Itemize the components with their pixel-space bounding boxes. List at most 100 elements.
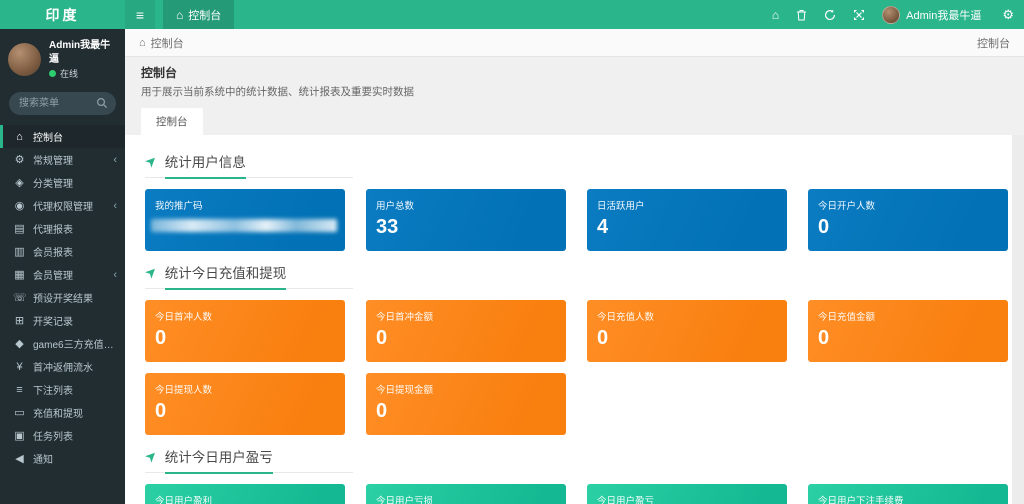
sidebar-item-label: 控制台 xyxy=(33,133,63,144)
member-report-icon: ▥ xyxy=(14,246,25,258)
sidebar-item[interactable]: ▤ 代理报表 xyxy=(0,217,125,240)
section-header: ➤ 统计用户信息 xyxy=(141,151,353,179)
online-dot-icon xyxy=(49,70,56,77)
topbar-user-name: Admin我最牛逼 xyxy=(906,9,982,22)
cards-row: 今日首冲人数 0 今日首冲金额 0 今日充值人数 0 今日充值金额 0 xyxy=(145,300,1012,362)
cogs-icon: ⚙ xyxy=(14,154,25,166)
fullscreen-icon[interactable] xyxy=(853,9,865,21)
cards-row: 今日提现人数 0 今日提现金额 0 xyxy=(145,373,1012,435)
stat-card: 用户总数 33 xyxy=(366,189,566,251)
stat-card: 今日首冲金额 0 xyxy=(366,300,566,362)
rocket-icon: ➤ xyxy=(141,151,161,171)
sidebar-item[interactable]: ⚙ 常规管理 ‹ xyxy=(0,148,125,171)
stat-label: 今日首冲人数 xyxy=(155,312,213,323)
stat-value: 33 xyxy=(376,216,399,238)
page-title: 控制台 xyxy=(141,66,178,80)
sidebar-item-label: 代理权限管理 xyxy=(33,202,93,213)
home-button[interactable]: ⌂ xyxy=(771,7,780,22)
stat-label: 今日提现人数 xyxy=(155,385,213,396)
stat-card: 今日提现人数 0 xyxy=(145,373,345,435)
sidebar-item-label: game6三方充值订单 xyxy=(33,340,117,351)
sidebar-item[interactable]: ◉ 代理权限管理 ‹ xyxy=(0,194,125,217)
hamburger-icon: ≡ xyxy=(135,6,145,23)
topbar-tab-dashboard[interactable]: ⌂ 控制台 xyxy=(163,0,235,29)
sidebar-item-label: 分类管理 xyxy=(33,179,73,190)
sidebar-user-name: Admin我最牛逼 xyxy=(49,40,111,65)
stat-label: 今日开户人数 xyxy=(818,201,876,212)
home-icon: ⌂ xyxy=(176,7,184,22)
sidebar-user-panel: Admin我最牛逼 在线 xyxy=(0,29,125,86)
avatar xyxy=(8,43,41,76)
stat-card: 今日用户下注手续费0 xyxy=(808,484,1008,504)
avatar xyxy=(882,5,901,24)
list-icon: ≡ xyxy=(16,383,23,396)
sidebar-item-label: 会员报表 xyxy=(33,248,73,259)
chevron-left-icon: ‹ xyxy=(113,199,117,212)
stat-card: 今日用户盈利0 xyxy=(145,484,345,504)
topbar-user-menu[interactable]: Admin我最牛逼 xyxy=(882,5,982,24)
section-header: ➤ 统计今日充值和提现 xyxy=(141,262,353,290)
sidebar-item[interactable]: ▭ 充值和提现 xyxy=(0,401,125,424)
stat-label: 今日用户盈亏 xyxy=(597,496,655,504)
stat-value: 4 xyxy=(597,216,609,238)
stat-card: 今日用户亏损-40 xyxy=(366,484,566,504)
sidebar-item[interactable]: ◈ 分类管理 xyxy=(0,171,125,194)
stat-card: 今日用户盈亏-40 xyxy=(587,484,787,504)
stat-value: 0 xyxy=(155,327,167,349)
page-description: 用于展示当前系统中的统计数据、统计报表及重要实时数据 xyxy=(141,86,414,98)
settings-gear-icon[interactable]: ⚙ xyxy=(1002,6,1014,22)
breadcrumb: ⌂ 控制台 控制台 xyxy=(125,29,1024,57)
search-input[interactable] xyxy=(9,92,116,115)
stat-label: 今日充值金额 xyxy=(818,312,876,323)
sidebar-item[interactable]: ▥ 会员报表 xyxy=(0,240,125,263)
stat-label: 今日提现金额 xyxy=(376,385,434,396)
phone-icon: ☏ xyxy=(13,292,27,304)
tab-dashboard[interactable]: 控制台 xyxy=(141,108,203,135)
rocket-icon: ➤ xyxy=(141,446,161,466)
card-icon: ▭ xyxy=(14,407,25,419)
sidebar-item[interactable]: ◀ 通知 xyxy=(0,447,125,470)
calendar-icon: ⊞ xyxy=(14,315,25,327)
stat-value: 0 xyxy=(376,327,388,349)
stat-label: 用户总数 xyxy=(376,201,415,212)
topbar: 印度 ≡ ⌂ 控制台 ⌂ Admin我最牛逼 ⚙ xyxy=(0,0,1024,29)
stat-card: 今日充值金额 0 xyxy=(808,300,1008,362)
sidebar-item[interactable]: ¥ 首冲返佣流水 xyxy=(0,355,125,378)
sidebar-item[interactable]: ⌂ 控制台 xyxy=(0,125,125,148)
stat-card: 今日充值人数 0 xyxy=(587,300,787,362)
sidebar-item[interactable]: ☏ 预设开奖结果 xyxy=(0,286,125,309)
sidebar-item[interactable]: ◆ game6三方充值订单 xyxy=(0,332,125,355)
censored-value xyxy=(151,219,337,232)
refresh-icon[interactable] xyxy=(824,9,836,21)
users-icon: ◉ xyxy=(14,200,25,212)
online-status: 在线 xyxy=(49,67,117,80)
sidebar-item[interactable]: ▦ 会员管理 ‹ xyxy=(0,263,125,286)
categories-icon: ◈ xyxy=(15,177,24,189)
sidebar-item-label: 会员管理 xyxy=(33,271,73,282)
bullhorn-icon: ◀ xyxy=(15,453,24,465)
stat-label: 我的推广码 xyxy=(155,201,203,212)
trash-icon[interactable] xyxy=(796,9,807,21)
stat-label: 日活跃用户 xyxy=(597,201,645,212)
stats-section: ➤ 统计用户信息我的推广码 用户总数 33 日活跃用户 4 今日开户人数 0 xyxy=(141,151,1012,251)
stats-section: ➤ 统计今日充值和提现 今日首冲人数 0 今日首冲金额 0 今日充值人数 0 今日充值金额 0 今日… xyxy=(141,262,1012,435)
stat-card: 日活跃用户 4 xyxy=(587,189,787,251)
sidebar-item[interactable]: ▣ 任务列表 xyxy=(0,424,125,447)
sections: ➤ 统计用户信息 我的推广码 用户总数 33 日活跃用户 4 今日开户人数 0 ➤ 统计今日充值和提… xyxy=(125,135,1012,504)
search-icon xyxy=(96,97,108,109)
stat-card: 我的推广码 xyxy=(145,189,345,251)
cards-row: 我的推广码 用户总数 33 日活跃用户 4 今日开户人数 0 xyxy=(145,189,1012,251)
sidebar-item-label: 预设开奖结果 xyxy=(33,294,93,305)
sidebar-toggle-button[interactable]: ≡ xyxy=(125,0,155,29)
breadcrumb-label: 控制台 xyxy=(150,37,184,50)
sidebar-item[interactable]: ≡ 下注列表 xyxy=(0,378,125,401)
home-icon: ⌂ xyxy=(139,36,146,49)
stat-label: 今日用户下注手续费 xyxy=(818,496,904,504)
sidebar-item-label: 开奖记录 xyxy=(33,317,73,328)
yen-icon: ¥ xyxy=(16,360,23,373)
stat-card: 今日开户人数 0 xyxy=(808,189,1008,251)
breadcrumb-home-link[interactable]: ⌂ 控制台 xyxy=(139,35,184,51)
rocket-icon: ➤ xyxy=(141,262,161,282)
sidebar-item[interactable]: ⊞ 开奖记录 xyxy=(0,309,125,332)
section-title: 统计今日用户盈亏 xyxy=(164,446,273,474)
